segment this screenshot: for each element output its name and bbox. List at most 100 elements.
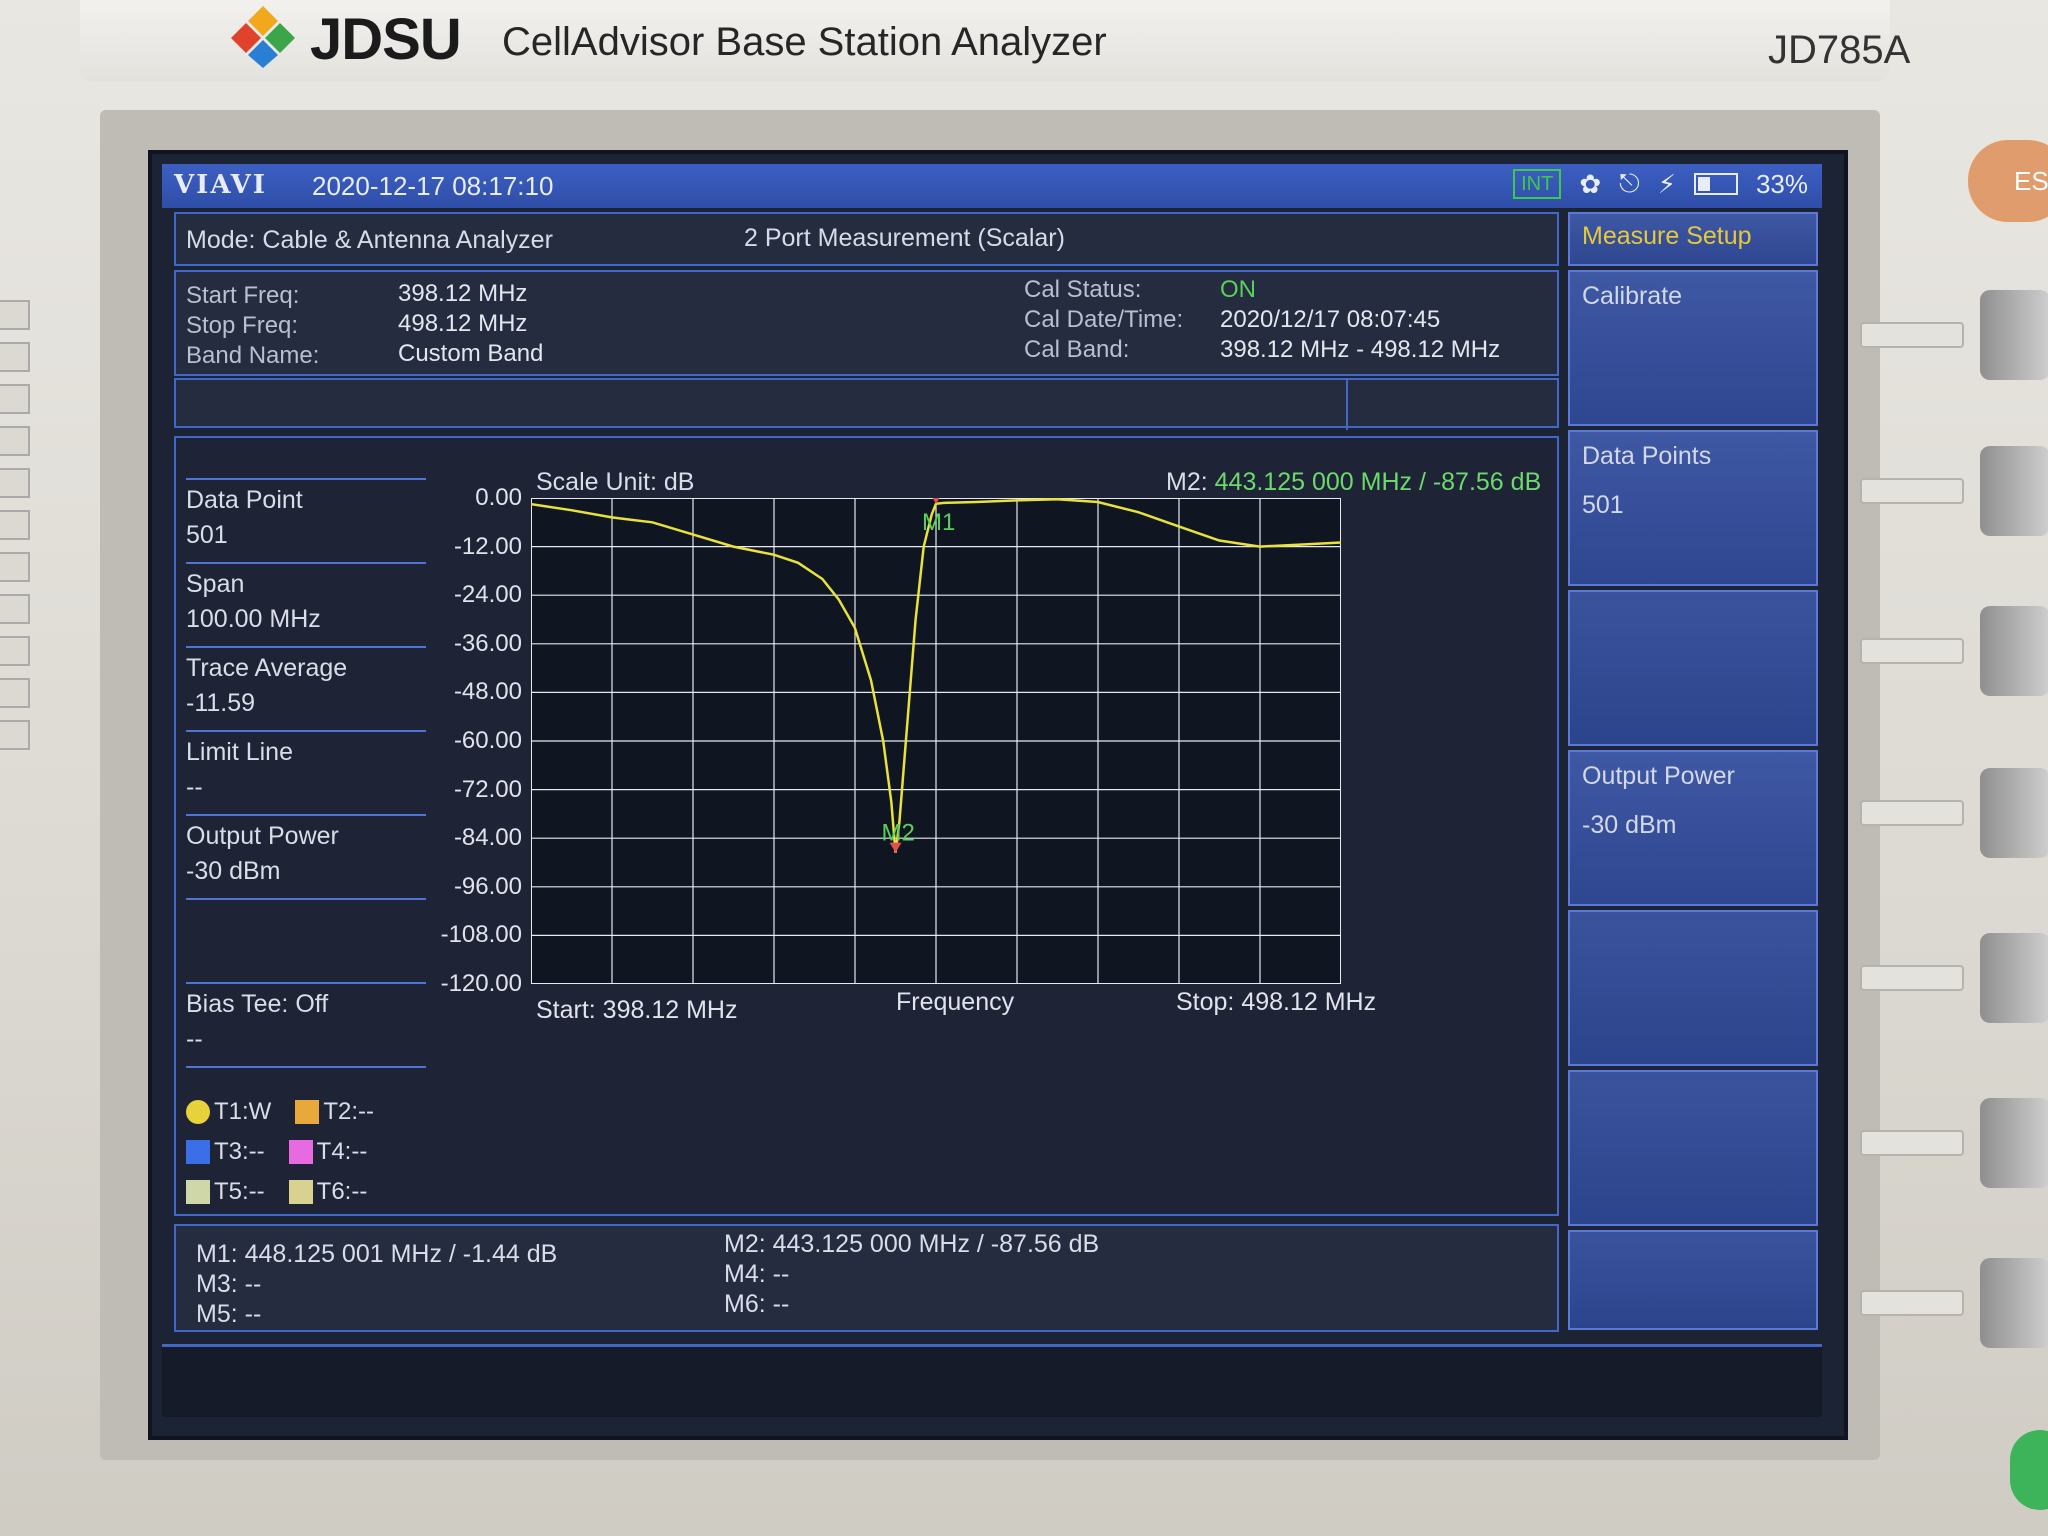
band-name-value: Custom Band	[398, 340, 544, 367]
softkey-slot	[1860, 1130, 1964, 1156]
side-empty	[186, 898, 426, 980]
power-button[interactable]	[2010, 1430, 2048, 1510]
data-point-value: 501	[186, 521, 228, 549]
message-bar-divider	[1346, 380, 1348, 430]
marker-m1-readout: M1: 448.125 001 MHz / -1.44 dB	[196, 1240, 558, 1268]
softkey-2-button[interactable]	[1980, 446, 2048, 536]
softmenu-empty-2[interactable]	[1568, 910, 1818, 1066]
softkey-7-button[interactable]	[1980, 1258, 2048, 1348]
y-tick-label: -60.00	[453, 727, 522, 754]
y-tick-label: -84.00	[453, 824, 522, 852]
y-tick-label: -12.00	[453, 532, 522, 560]
x-start-label: Start: 398.12 MHz	[536, 996, 738, 1024]
active-marker-value: 443.125 000 MHz / -87.56 dB	[1214, 468, 1542, 496]
start-freq-value: 398.12 MHz	[398, 280, 528, 307]
cal-status-label: Cal Status:	[1024, 276, 1142, 303]
softkey-slot	[1860, 965, 1964, 991]
softmenu-output-power[interactable]: Output Power -30 dBm	[1568, 750, 1818, 906]
softkey-4-button[interactable]	[1980, 768, 2048, 858]
status-bar: VIAVI 2020-12-17 08:17:10 INT ✿ ⎋ ⚡ 33%	[162, 164, 1822, 208]
bias-tee-value: --	[186, 1025, 203, 1053]
status-datetime: 2020-12-17 08:17:10	[312, 171, 554, 201]
analyzer-screen: VIAVI 2020-12-17 08:17:10 INT ✿ ⎋ ⚡ 33% …	[148, 150, 1848, 1440]
hardware-softkeys	[1860, 280, 2048, 1440]
cal-band-label: Cal Band:	[1024, 336, 1130, 363]
side-bias-tee: Bias Tee: Off --	[186, 982, 426, 1054]
gps-icon: ✿	[1579, 168, 1602, 199]
active-marker-label: M2:	[1166, 468, 1208, 496]
output-power-value: -30 dBm	[186, 857, 281, 885]
active-marker-readout: M2: 443.125 000 MHz / -87.56 dB	[1166, 468, 1541, 497]
softmenu-empty-1[interactable]	[1568, 590, 1818, 746]
side-trace-average: Trace Average -11.59	[186, 646, 426, 718]
legend-t2: T2:--	[295, 1098, 374, 1126]
measurement-label: 2 Port Measurement (Scalar)	[744, 224, 1065, 252]
output-power-label: Output Power	[186, 822, 339, 850]
mode-label: Mode: Cable & Antenna Analyzer	[186, 226, 553, 254]
model-name: JD785A	[1768, 28, 1911, 72]
cal-datetime-value: 2020/12/17 08:07:45	[1220, 306, 1441, 333]
softkey-6-button[interactable]	[1980, 1098, 2048, 1188]
softkey-1-button[interactable]	[1980, 290, 2048, 380]
y-tick-label: -24.00	[453, 581, 522, 609]
softmenu-calibrate[interactable]: Calibrate	[1568, 270, 1818, 426]
softkey-slot	[1860, 478, 1964, 504]
status-icons: INT ✿ ⎋ ⚡ 33%	[1513, 168, 1808, 200]
softkey-slot	[1860, 1290, 1964, 1316]
trace-swatch-icon	[186, 1180, 210, 1204]
trace-swatch-icon	[295, 1100, 320, 1124]
start-freq-label: Start Freq:	[186, 282, 300, 309]
softmenu-title: Measure Setup	[1568, 212, 1818, 266]
left-grip	[0, 300, 30, 820]
battery-percent: 33%	[1755, 168, 1808, 199]
trace-average-label: Trace Average	[186, 654, 348, 682]
softkey-5-button[interactable]	[1980, 933, 2048, 1023]
softkey-slot	[1860, 322, 1964, 348]
span-value: 100.00 MHz	[186, 605, 321, 633]
scale-unit: Scale Unit: dB	[536, 468, 695, 496]
trace-legend: T1:W T2:-- T3:-- T4:-- T5:-- T6:--	[186, 1098, 426, 1218]
legend-t3: T3:--	[186, 1138, 265, 1166]
usb-icon: ⎋	[1619, 168, 1640, 198]
product-name: CellAdvisor Base Station Analyzer	[502, 20, 1107, 64]
trace-plot[interactable]: M1 M2	[531, 498, 1341, 984]
marker-m4-readout: M4: --	[724, 1260, 790, 1288]
legend-t4: T4:--	[288, 1138, 367, 1166]
y-tick-label: -108.00	[440, 921, 522, 949]
y-tick-label: 0.00	[475, 484, 522, 511]
cal-datetime-label: Cal Date/Time:	[1024, 306, 1184, 333]
legend-t6: T6:--	[288, 1178, 367, 1206]
stop-freq-value: 498.12 MHz	[398, 310, 528, 337]
device-header: JDSU CellAdvisor Base Station Analyzer J…	[80, 0, 1910, 82]
trace-average-value: -11.59	[186, 689, 256, 717]
limit-line-value: --	[186, 773, 203, 801]
marker-m1-point[interactable]	[930, 498, 942, 504]
marker-table: M1: 448.125 001 MHz / -1.44 dB M2: 443.1…	[174, 1224, 1559, 1332]
trace-swatch-icon	[186, 1100, 210, 1124]
brand-name: JDSU	[310, 7, 462, 72]
trace-swatch-icon	[288, 1140, 313, 1164]
stop-freq-label: Stop Freq:	[186, 312, 299, 339]
x-stop-label: Stop: 498.12 MHz	[1176, 988, 1377, 1016]
bottom-bar	[162, 1344, 1822, 1417]
marker-m2-readout: M2: 443.125 000 MHz / -87.56 dB	[724, 1230, 1100, 1258]
softmenu-empty-4[interactable]	[1568, 1230, 1818, 1330]
y-tick-label: -36.00	[453, 629, 522, 657]
marker-m5-readout: M5: --	[196, 1300, 262, 1328]
trace-swatch-icon	[186, 1140, 210, 1164]
marker-m1-label: M1	[922, 509, 955, 536]
softmenu-empty-3[interactable]	[1568, 1070, 1818, 1226]
softmenu-data-points[interactable]: Data Points 501	[1568, 430, 1818, 586]
side-limit-line: Limit Line --	[186, 730, 426, 802]
softkey-slot	[1860, 638, 1964, 664]
cal-band-value: 398.12 MHz - 498.12 MHz	[1220, 336, 1501, 363]
battery-icon	[1693, 173, 1738, 195]
marker-m2-point[interactable]	[889, 842, 902, 853]
cal-status-value: ON	[1220, 276, 1256, 303]
int-reference-badge: INT	[1513, 169, 1562, 199]
softkey-3-button[interactable]	[1980, 606, 2048, 696]
softkey-slot	[1860, 800, 1964, 826]
marker-m2-label: M2	[882, 820, 915, 847]
esc-button[interactable]: ES	[1968, 140, 2048, 222]
trace-swatch-icon	[288, 1180, 313, 1204]
